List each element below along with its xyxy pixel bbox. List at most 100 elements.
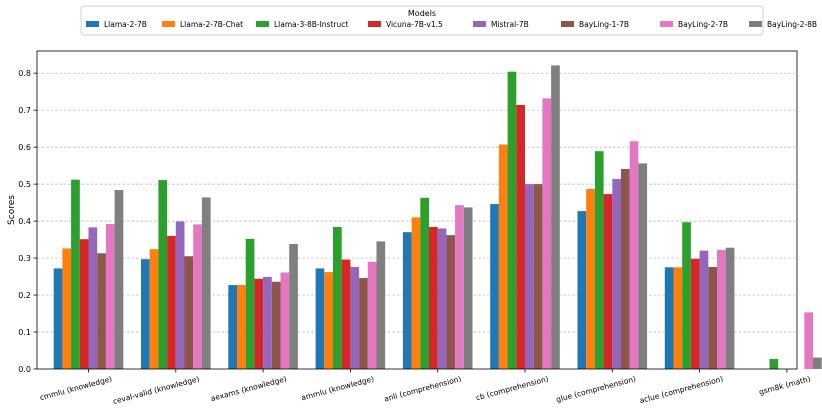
bar [673, 267, 683, 369]
legend-label: BayLing-2-8B [767, 20, 817, 29]
bar [376, 241, 386, 369]
legend-label: Llama-2-7B-Chat [180, 20, 243, 29]
legend-label: BayLing-2-7B [678, 20, 728, 29]
y-tick-label: 0.5 [18, 180, 31, 189]
legend-swatch [162, 21, 175, 27]
bar [350, 266, 360, 369]
y-tick-label: 0.0 [18, 365, 31, 374]
legend-label: Llama-2-7B [104, 20, 147, 29]
x-tick-label: gsm8k (math) [758, 374, 812, 396]
bar [167, 235, 176, 369]
bar [717, 249, 726, 369]
bar [463, 207, 473, 369]
plot-frame [36, 50, 798, 370]
bar [586, 188, 595, 369]
y-tick-label: 0.8 [18, 69, 31, 78]
legend-swatch [86, 21, 99, 27]
bar [813, 357, 822, 369]
bar [263, 276, 272, 369]
bar [333, 227, 342, 369]
bar [88, 227, 98, 369]
y-tick-label: 0.1 [18, 328, 31, 337]
y-tick-label: 0.6 [18, 143, 31, 152]
bar [341, 259, 351, 369]
bar [577, 211, 587, 369]
bar [621, 168, 630, 369]
bar [612, 178, 621, 369]
bar [682, 222, 691, 369]
bar [71, 179, 80, 369]
x-tick-label: aexams (knowledge) [210, 374, 288, 403]
y-tick-label: 0.4 [18, 217, 31, 226]
bar [708, 266, 717, 369]
bar [271, 281, 281, 369]
legend-entries: Llama-2-7B Llama-2-7B-Chat Llama-3-8B-Inst… [86, 20, 817, 29]
bar [324, 272, 333, 369]
bar [411, 217, 421, 369]
bar [437, 228, 447, 369]
bar [490, 204, 499, 369]
x-tick-label: glue (comprehension) [555, 374, 637, 404]
legend-swatch [660, 21, 673, 27]
bar [769, 359, 779, 369]
y-tick-label: 0.7 [18, 106, 31, 115]
bar [690, 258, 700, 369]
x-tick-label: ammlu (knowledge) [300, 374, 375, 402]
bar [455, 205, 464, 369]
bar [141, 259, 150, 369]
bar [516, 104, 525, 369]
bar [359, 278, 368, 369]
bar [664, 267, 674, 369]
x-tick-label: cmmlu (knowledge) [39, 374, 113, 402]
bar [498, 144, 508, 369]
bar [254, 278, 264, 369]
y-axis-label: Scores [7, 195, 17, 225]
legend-label: BayLing-1-7B [579, 20, 629, 29]
bar [533, 184, 543, 369]
bar [446, 235, 456, 369]
y-tick-label: 0.3 [18, 254, 31, 263]
bar [237, 285, 246, 369]
bars [53, 65, 822, 370]
bar [525, 184, 534, 369]
legend-swatch [561, 21, 574, 27]
bar [245, 238, 255, 369]
bar [201, 197, 211, 369]
bar [149, 249, 159, 369]
bar [420, 197, 429, 369]
bar [193, 224, 202, 369]
bar [603, 194, 613, 369]
y-axis-ticks: 0.0 0.1 0.2 0.3 0.4 0.5 0.6 0.7 0.8 [18, 69, 37, 374]
legend-label: Mistral-7B [491, 20, 529, 29]
legend-box [80, 5, 764, 36]
bar [158, 180, 168, 369]
bar [79, 239, 89, 369]
bar [105, 224, 115, 369]
bar [429, 227, 438, 369]
bar [367, 261, 377, 369]
bar [97, 253, 106, 369]
bar [53, 268, 63, 369]
bar [551, 65, 560, 369]
bar [289, 244, 298, 369]
x-axis-ticks: cmmlu (knowledge)ceval-valid (knowledge)… [39, 369, 812, 406]
bar [638, 163, 648, 369]
legend-swatch [473, 21, 486, 27]
bar [62, 248, 72, 369]
bar [804, 312, 813, 369]
legend-label: Vicuna-7B-v1.5 [386, 20, 443, 29]
bar [184, 256, 194, 369]
bar [402, 232, 412, 369]
bar [315, 268, 325, 369]
x-tick-label: anli (comprehension) [383, 374, 462, 403]
bar [594, 151, 604, 369]
bar [114, 190, 124, 369]
bar [280, 272, 290, 369]
legend-swatch [256, 21, 269, 27]
legend-swatch [749, 21, 762, 27]
x-tick-label: ceval-valid (knowledge) [112, 374, 201, 406]
bar [542, 98, 552, 369]
bar [725, 247, 735, 369]
legend-swatch [368, 21, 381, 27]
